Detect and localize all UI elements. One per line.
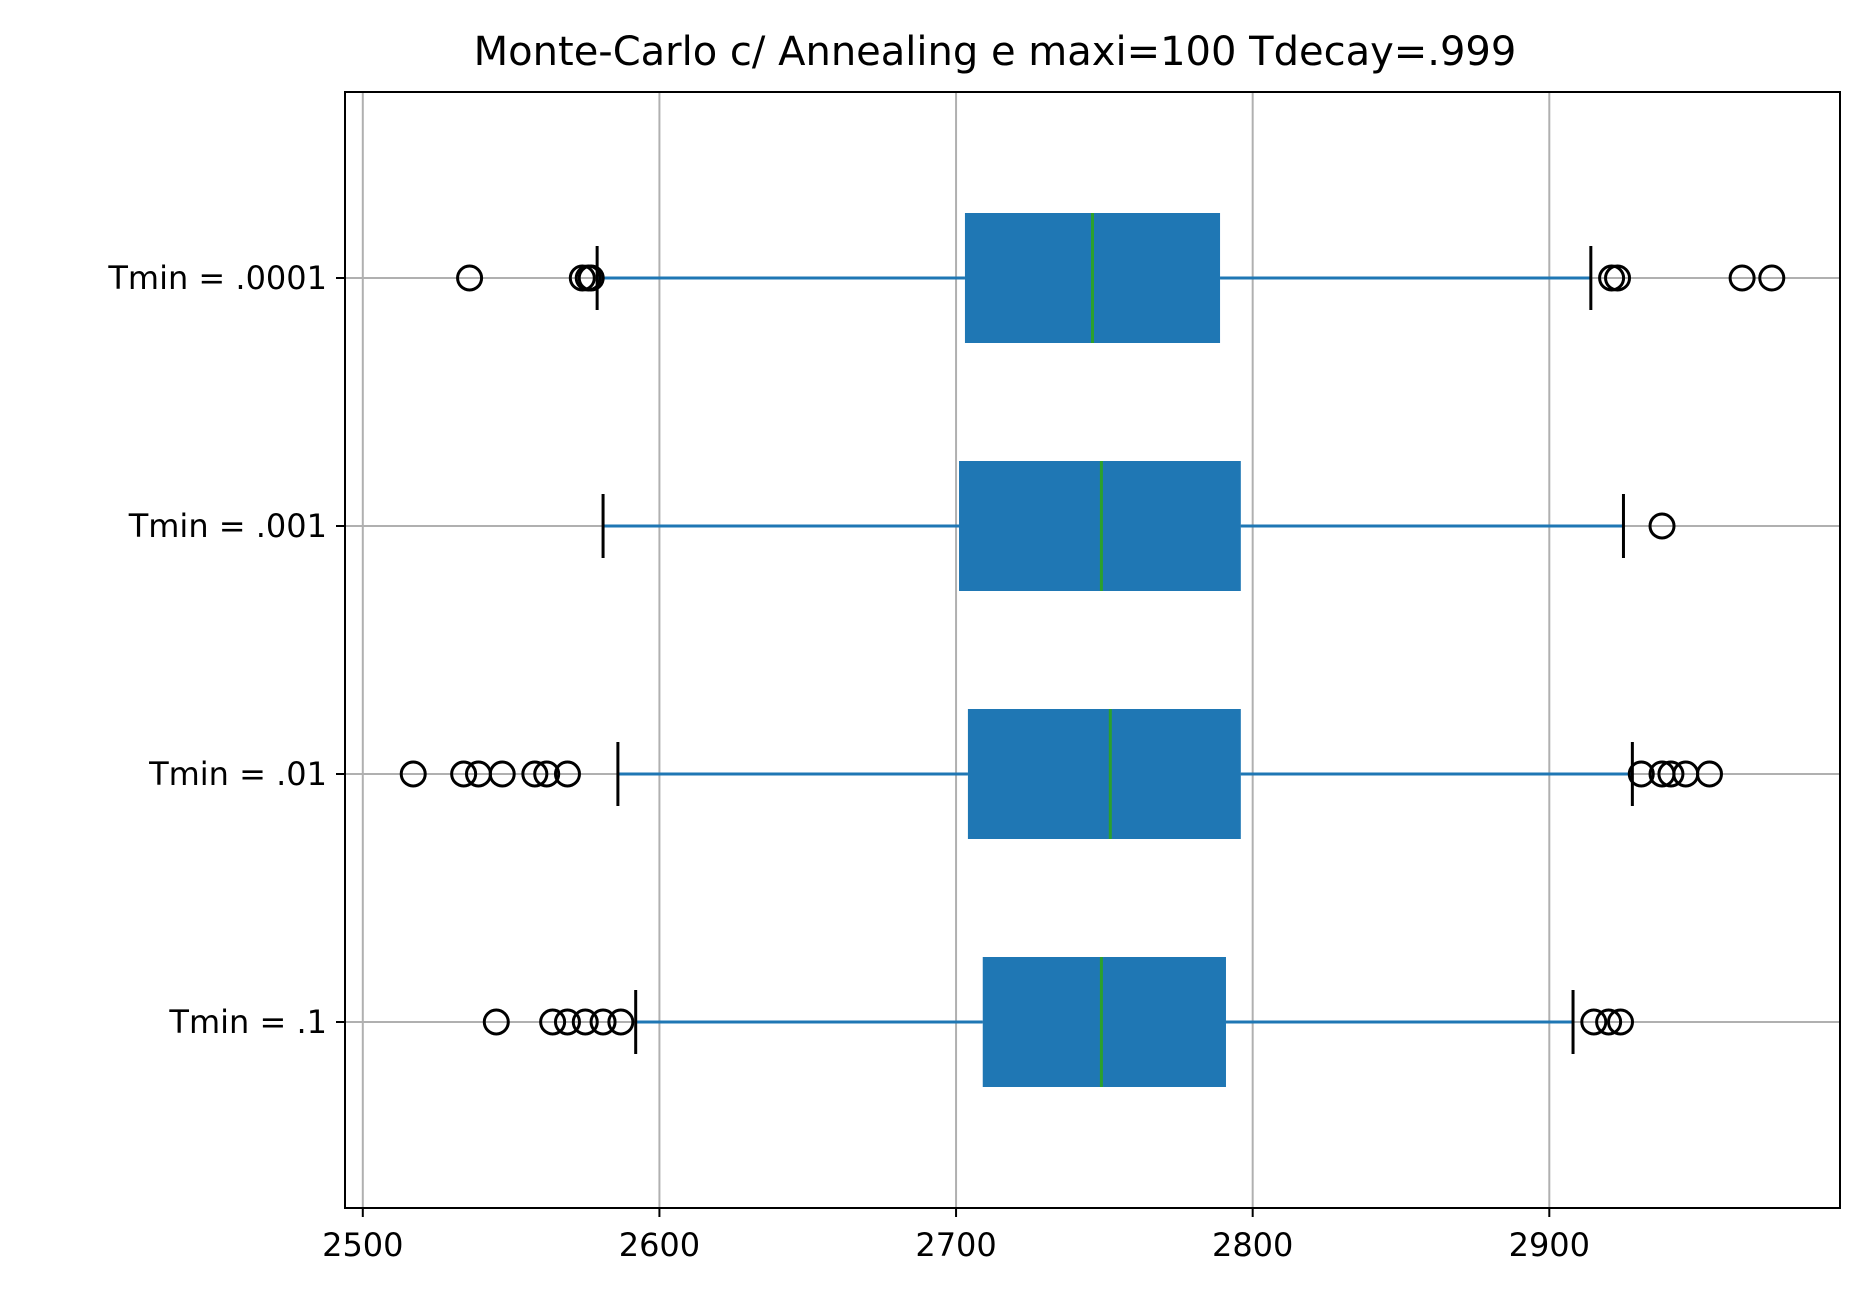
outlier-point xyxy=(450,760,478,788)
x-tick-label: 2700 xyxy=(915,1226,996,1264)
outlier-point xyxy=(577,264,605,292)
x-axis-ticks: 2500 2600 2700 2800 2900 xyxy=(322,1208,1590,1264)
x-tick-label: 2900 xyxy=(1509,1226,1590,1264)
y-axis-ticks: Tmin = .1 Tmin = .01 Tmin = .001 Tmin = .00… xyxy=(107,259,345,1041)
plot-area-frame xyxy=(344,91,1841,1209)
outlier-point xyxy=(1695,760,1723,788)
outlier-point xyxy=(399,760,427,788)
outlier-point xyxy=(571,1008,599,1036)
outlier-point xyxy=(607,1008,635,1036)
outlier-point xyxy=(539,1008,567,1036)
chart-title: Monte-Carlo c/ Annealing e maxi=100 Tdec… xyxy=(474,29,1517,75)
outlier-point xyxy=(553,760,581,788)
box-group xyxy=(456,213,1786,343)
outlier-point xyxy=(488,760,516,788)
outlier-point xyxy=(1657,760,1685,788)
y-tick-label: Tmin = .01 xyxy=(148,755,327,793)
box-iqr xyxy=(982,957,1226,1087)
box-group xyxy=(399,709,1723,839)
outlier-point xyxy=(589,1008,617,1036)
x-tick-label: 2500 xyxy=(322,1226,403,1264)
outlier-point xyxy=(1604,264,1632,292)
outlier-point xyxy=(1728,264,1756,292)
box-iqr xyxy=(967,709,1241,839)
outlier-point xyxy=(1758,264,1786,292)
outlier-point xyxy=(1580,1008,1608,1036)
box-group xyxy=(482,957,1634,1087)
outlier-point xyxy=(533,760,561,788)
outlier-point xyxy=(1627,760,1655,788)
outlier-point xyxy=(553,1008,581,1036)
y-tick-label: Tmin = .0001 xyxy=(107,259,327,297)
boxes-layer xyxy=(399,213,1786,1087)
y-tick-label: Tmin = .001 xyxy=(128,507,327,545)
outlier-point xyxy=(482,1008,510,1036)
outlier-point xyxy=(1648,512,1676,540)
outlier-point xyxy=(521,760,549,788)
x-tick-label: 2800 xyxy=(1212,1226,1293,1264)
y-tick-label: Tmin = .1 xyxy=(168,1003,327,1041)
box-group xyxy=(601,461,1676,591)
outlier-point xyxy=(456,264,484,292)
x-tick-label: 2600 xyxy=(619,1226,700,1264)
outlier-point xyxy=(1595,1008,1623,1036)
outlier-point xyxy=(1606,1008,1634,1036)
